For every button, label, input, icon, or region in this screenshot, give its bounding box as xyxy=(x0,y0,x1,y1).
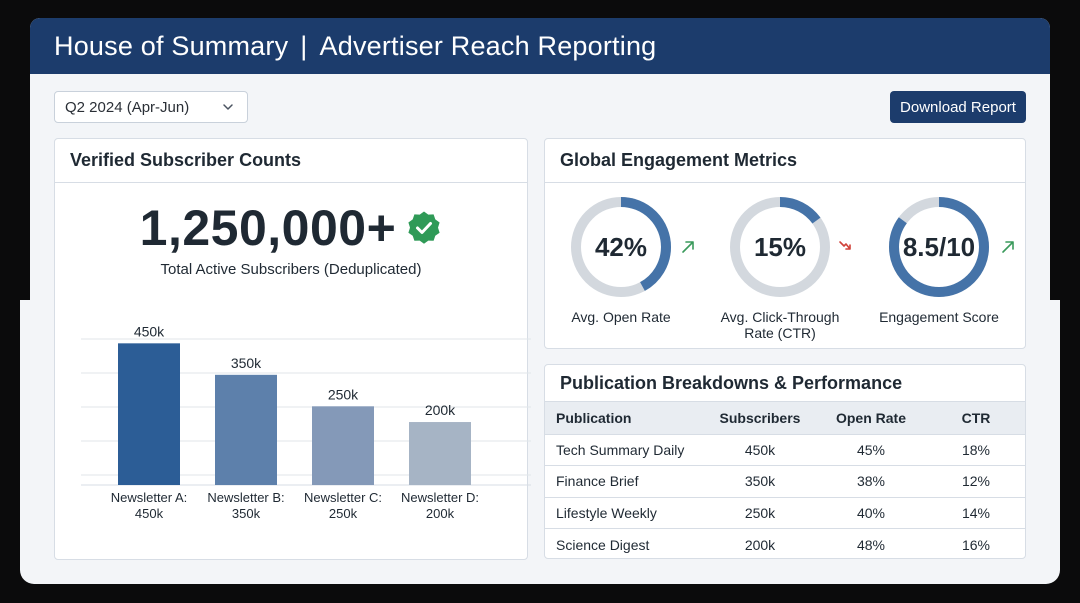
category-sublabel: 450k xyxy=(135,506,164,521)
engagement-metrics-card: Global Engagement Metrics 42% Avg. Open … xyxy=(544,138,1026,349)
ctr-cell: 12% xyxy=(927,465,1025,498)
category-label: Newsletter C: xyxy=(304,490,382,505)
engagement-score-label: Engagement Score xyxy=(864,309,1014,325)
engagement-score-label-line1: Engagement Score xyxy=(879,309,999,325)
bar-value-label: 450k xyxy=(134,323,165,339)
report-title: Advertiser Reach Reporting xyxy=(319,30,657,61)
open-rate-value: 42% xyxy=(595,232,647,262)
subscribers-cell: 250k xyxy=(705,497,815,529)
category-label: Newsletter A: xyxy=(111,490,188,505)
table-row: Lifestyle Weekly 250k 40% 14% xyxy=(545,497,1025,529)
bar-value-label: 250k xyxy=(328,386,359,402)
ctr-cell: 18% xyxy=(927,434,1025,466)
open-rate-cell: 45% xyxy=(815,434,927,466)
column-header-ctr: CTR xyxy=(927,402,1025,435)
publication-breakdown-title: Publication Breakdowns & Performance xyxy=(545,365,1025,402)
subscribers-cell: 450k xyxy=(705,434,815,466)
category-sublabel: 200k xyxy=(426,506,455,521)
column-header-publication: Publication xyxy=(545,402,705,435)
open-rate-gauge: 42% xyxy=(571,197,671,297)
check-badge-icon xyxy=(408,211,440,244)
brand-name: House of Summary xyxy=(54,30,289,61)
publication-cell: Science Digest xyxy=(556,536,650,553)
bar-newsletterb xyxy=(215,374,277,485)
metric-engagement-score: 8.5/10 Engagement Score xyxy=(864,195,1014,325)
ctr-cell: 16% xyxy=(961,536,991,553)
column-header-subscribers: Subscribers xyxy=(705,402,815,435)
gauge-fill xyxy=(889,197,989,297)
table-row: Finance Brief 350k 38% 12% xyxy=(545,465,1025,498)
period-select-value: Q2 2024 (Apr-Jun) xyxy=(65,98,190,116)
gauge-fill xyxy=(730,197,830,297)
total-subscribers-value: 1,250,000+ xyxy=(139,200,397,256)
publication-cell: Tech Summary Daily xyxy=(545,434,705,466)
column-header-open-rate: Open Rate xyxy=(815,402,927,435)
bar-newsletterd xyxy=(409,422,471,485)
ctr-cell: 14% xyxy=(927,497,1025,529)
subscriber-counts-title: Verified Subscriber Counts xyxy=(55,139,527,183)
publication-breakdown-card: Publication Breakdowns & Performance Pub… xyxy=(544,364,1026,559)
trend-up-icon xyxy=(1002,241,1014,253)
bar-newslettera xyxy=(118,343,180,485)
engagement-score-gauge: 8.5/10 xyxy=(889,197,989,297)
page-title: House of Summary | Advertiser Reach Report… xyxy=(54,31,656,62)
ctr-gauge: 15% xyxy=(730,197,830,297)
table-row: Science Digest 200k 48% 16% xyxy=(545,529,1025,561)
open-rate-cell: 48% xyxy=(856,536,886,553)
publication-cell: Lifestyle Weekly xyxy=(545,497,705,529)
open-rate-label: Avg. Open Rate xyxy=(546,309,696,325)
metric-open-rate: 42% Avg. Open Rate xyxy=(546,195,696,325)
gauge-fill xyxy=(571,197,671,297)
bar-value-label: 200k xyxy=(425,402,456,418)
chevron-down-icon xyxy=(223,104,233,110)
bar-newsletterc xyxy=(312,406,374,485)
subscribers-cell: 200k xyxy=(744,536,776,553)
total-subscribers-caption: Total Active Subscribers (Deduplicated) xyxy=(160,261,422,278)
ctr-label-line2: Rate (CTR) xyxy=(744,325,816,341)
engagement-score-value: 8.5/10 xyxy=(903,232,975,262)
title-separator: | xyxy=(300,30,308,61)
engagement-metrics-title: Global Engagement Metrics xyxy=(545,139,1025,183)
open-rate-cell: 40% xyxy=(815,497,927,529)
ctr-label-line1: Avg. Click-Through xyxy=(720,309,840,325)
download-report-button[interactable]: Download Report xyxy=(890,91,1026,123)
metric-ctr: 15% Avg. Click-Through Rate (CTR) xyxy=(705,195,855,341)
period-select[interactable]: Q2 2024 (Apr-Jun) xyxy=(54,91,248,123)
open-rate-cell: 38% xyxy=(815,465,927,498)
publication-table: Publication Subscribers Open Rate CTR Te… xyxy=(545,402,1025,560)
category-label: Newsletter D: xyxy=(401,490,479,505)
category-sublabel: 350k xyxy=(232,506,261,521)
toolbar: Q2 2024 (Apr-Jun) Download Report xyxy=(30,91,1050,125)
category-sublabel: 250k xyxy=(329,506,358,521)
trend-up-icon xyxy=(682,241,694,253)
bar-value-label: 350k xyxy=(231,355,262,371)
subscriber-counts-card: Verified Subscriber Counts 1,250,000+ To… xyxy=(54,138,531,560)
trend-down-icon xyxy=(839,241,851,250)
publication-cell: Finance Brief xyxy=(545,465,705,498)
category-label: Newsletter B: xyxy=(207,490,284,505)
table-header-row: Publication Subscribers Open Rate CTR xyxy=(545,402,1025,435)
open-rate-label-line1: Avg. Open Rate xyxy=(571,309,671,325)
subscribers-cell: 350k xyxy=(705,465,815,498)
total-subscribers: 1,250,000+ xyxy=(55,199,527,257)
ctr-value: 15% xyxy=(754,232,806,262)
title-bar: House of Summary | Advertiser Reach Report… xyxy=(30,18,1050,74)
ctr-label: Avg. Click-Through Rate (CTR) xyxy=(705,309,855,341)
dashboard-window: House of Summary | Advertiser Reach Report… xyxy=(30,18,1050,582)
table-row: Tech Summary Daily 450k 45% 18% xyxy=(545,434,1025,466)
